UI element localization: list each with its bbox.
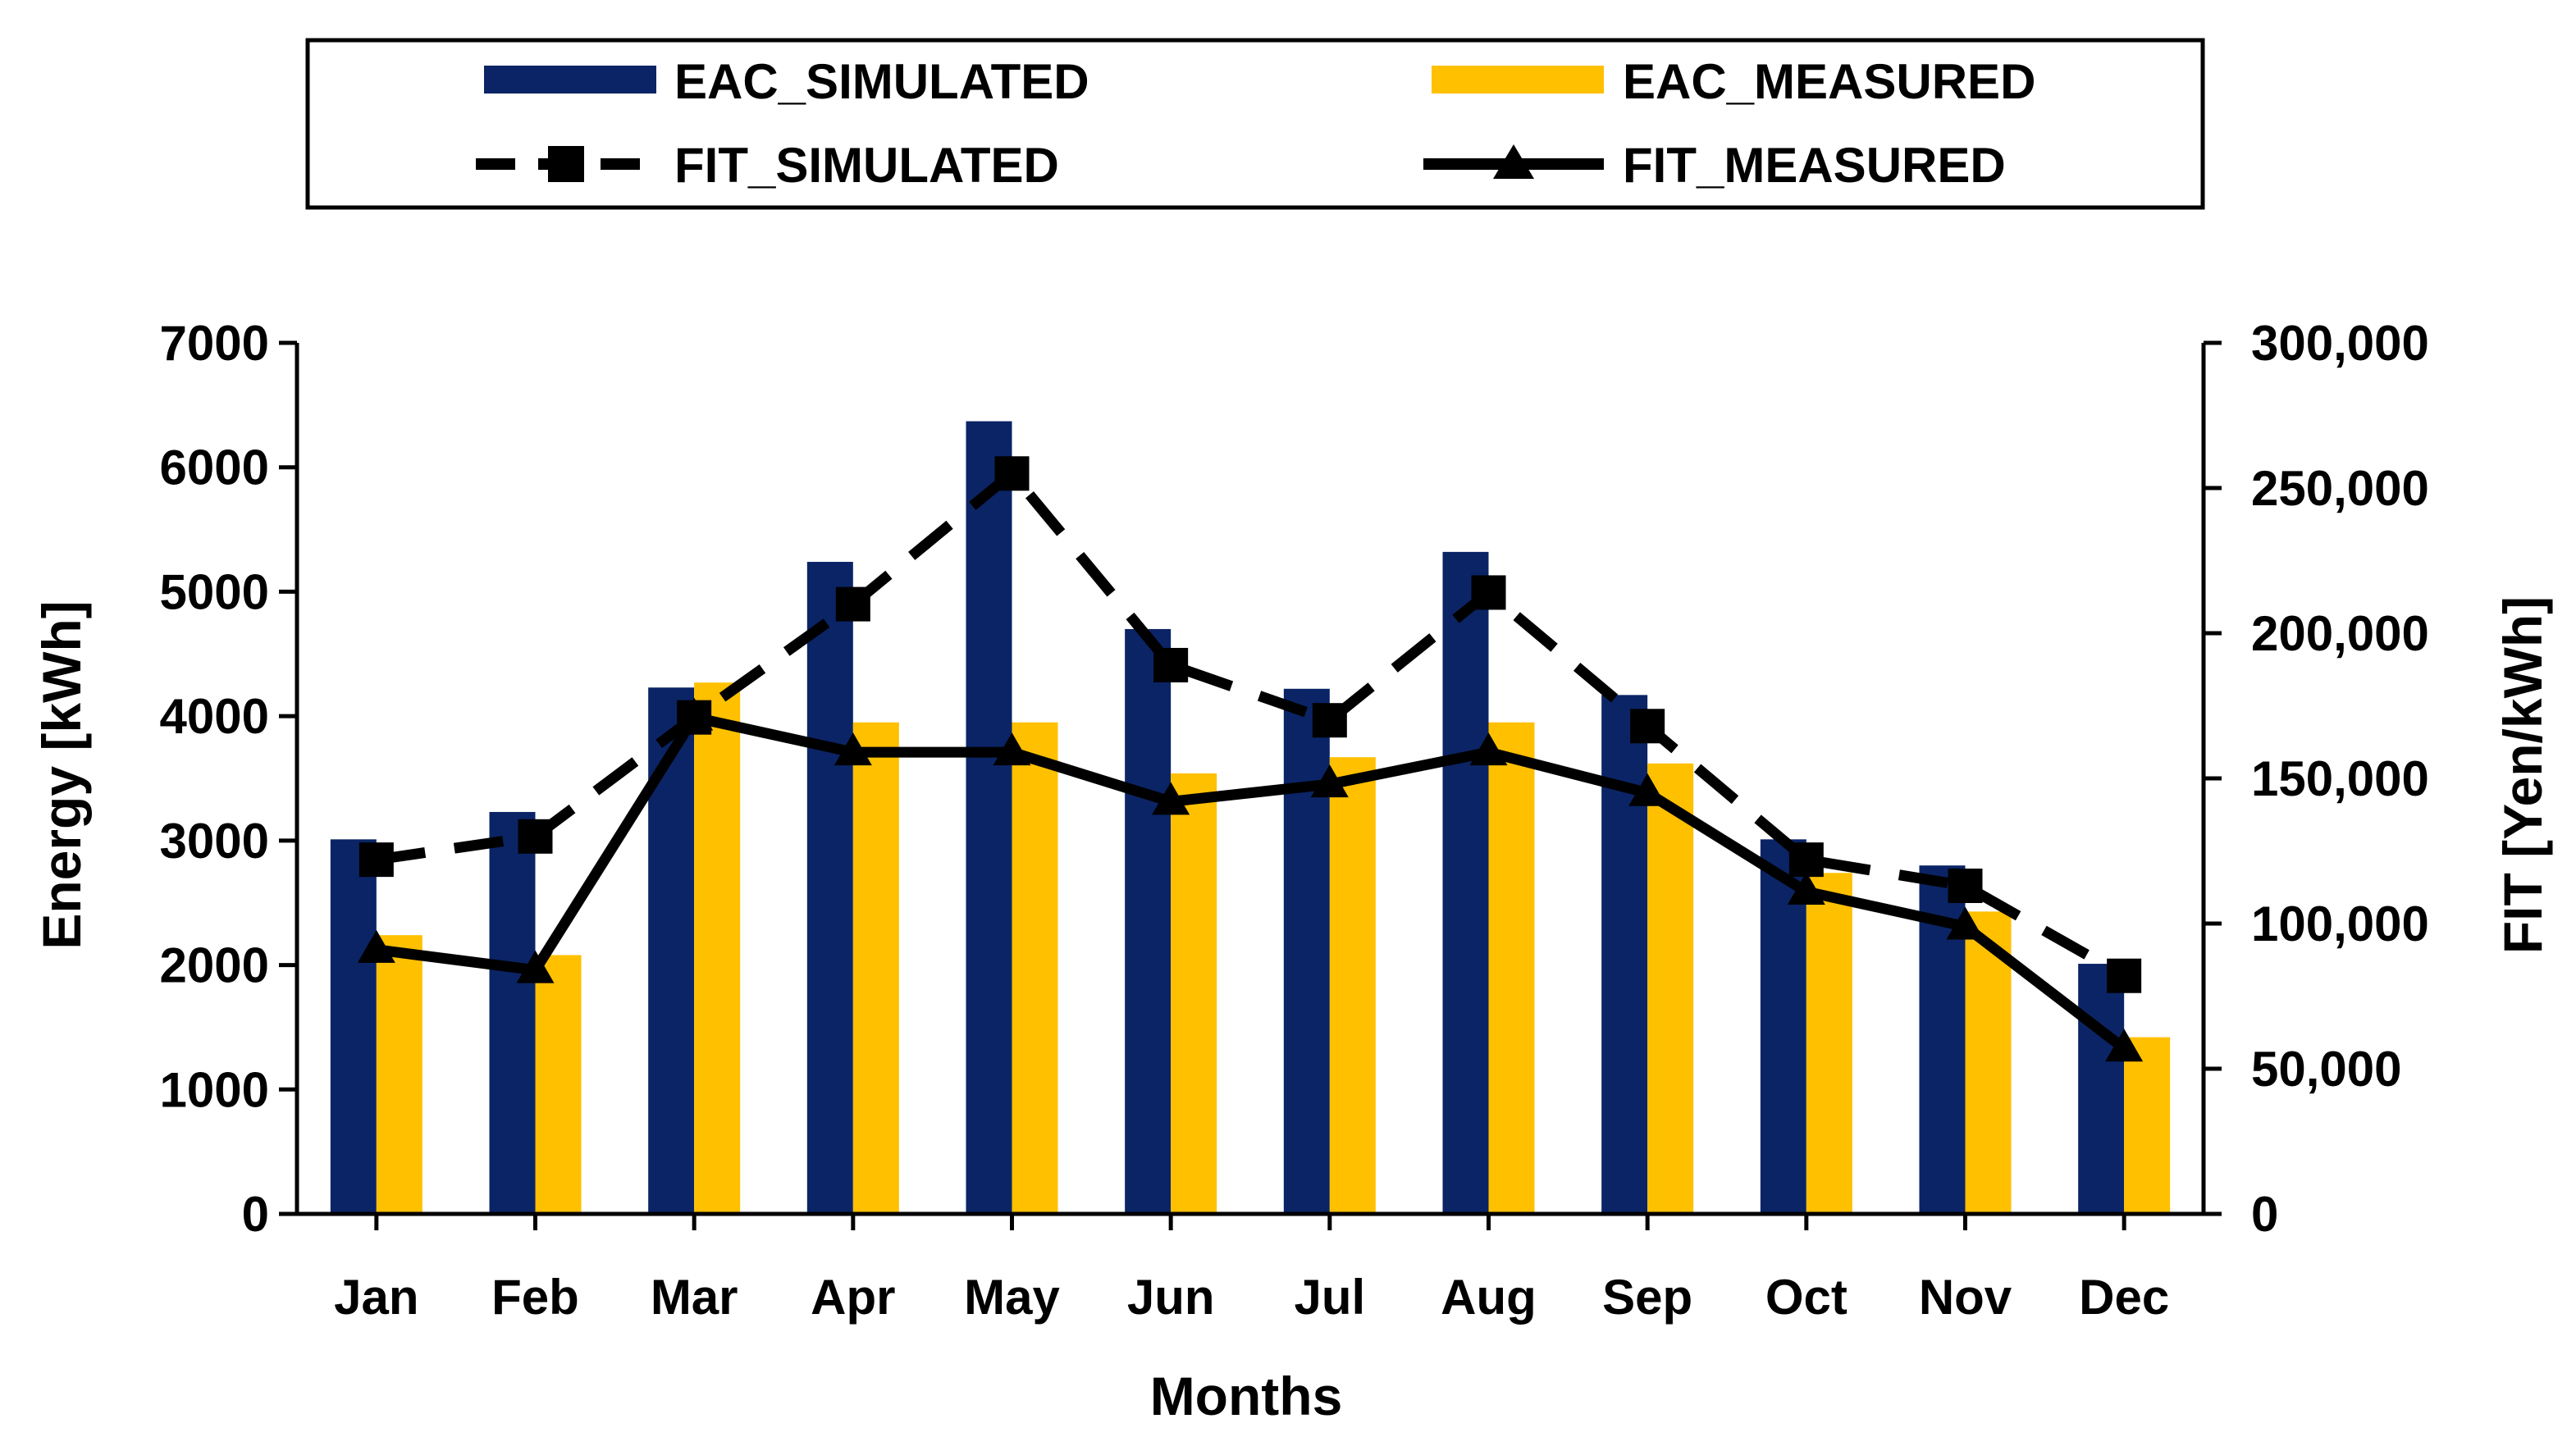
left-tick-label: 1000 (160, 1062, 269, 1117)
legend-label-eac-simulated: EAC_SIMULATED (674, 54, 1089, 109)
marker-fit-measured-aug (1469, 732, 1508, 766)
x-tick-label-apr: Apr (811, 1270, 895, 1325)
bar-eac-simulated-feb (489, 811, 536, 1214)
bar-eac-measured-may (1012, 722, 1058, 1214)
marker-fit-measured-jul (1310, 764, 1349, 798)
x-tick-label-mar: Mar (651, 1270, 738, 1325)
legend-label-fit-simulated: FIT_SIMULATED (674, 138, 1059, 193)
bar-eac-measured-sep (1647, 763, 1694, 1214)
left-tick-label: 3000 (160, 814, 269, 869)
legend-marker-fit-measured (1493, 144, 1534, 179)
marker-fit-measured-apr (834, 732, 872, 766)
bar-eac-simulated-dec (2078, 964, 2125, 1214)
marker-fit-simulated-jul (1312, 703, 1347, 738)
marker-fit-simulated-oct (1788, 842, 1824, 878)
marker-fit-simulated-may (994, 456, 1030, 491)
legend-marker-fit-simulated (548, 146, 584, 182)
x-tick-label-feb: Feb (491, 1270, 579, 1325)
bar-eac-simulated-mar (648, 687, 695, 1214)
x-tick-label-dec: Dec (2079, 1270, 2169, 1325)
line-fit-measured (376, 712, 2128, 1053)
right-tick-label: 100,000 (2251, 896, 2429, 951)
marker-fit-measured-oct (1787, 872, 1825, 906)
left-tick-label: 2000 (160, 938, 269, 993)
marker-fit-simulated-feb (518, 819, 553, 854)
bar-eac-simulated-jun (1125, 628, 1172, 1214)
bar-eac-simulated-aug (1442, 551, 1489, 1214)
bar-eac-measured-dec (2124, 1037, 2171, 1214)
bar-eac-measured-jul (1329, 757, 1376, 1214)
bar-eac-simulated-sep (1601, 695, 1648, 1214)
left-tick-label: 5000 (160, 564, 269, 619)
bar-eac-measured-feb (535, 955, 582, 1214)
left-tick-label: 6000 (160, 440, 269, 495)
x-axis-ticks: Jan Feb Mar Apr May Jun Jul Aug Sep Oct Nov Dec (334, 1214, 2169, 1325)
x-tick-label-sep: Sep (1602, 1270, 1692, 1325)
marker-fit-simulated-aug (1471, 575, 1506, 610)
x-tick-label-jul: Jul (1294, 1270, 1365, 1325)
x-tick-label-may: May (964, 1270, 1060, 1325)
marker-fit-simulated-jan (359, 842, 394, 878)
marker-fit-measured-feb (516, 950, 555, 983)
y-axis-title-right: FIT [Yen/kWh] (2492, 596, 2553, 954)
right-tick-label: 50,000 (2251, 1042, 2402, 1097)
fit-lines (357, 456, 2144, 1062)
left-tick-label: 0 (242, 1187, 269, 1242)
x-tick-label-jan: Jan (334, 1270, 418, 1325)
left-tick-label: 4000 (160, 689, 269, 744)
bar-eac-measured-jan (376, 935, 422, 1214)
bar-eac-measured-jun (1171, 773, 1217, 1214)
x-tick-label-oct: Oct (1765, 1270, 1848, 1325)
bar-eac-simulated-jan (330, 839, 377, 1214)
marker-fit-simulated-dec (2107, 958, 2142, 993)
marker-fit-simulated-sep (1630, 709, 1665, 744)
marker-fit-measured-jan (357, 929, 395, 963)
marker-fit-simulated-nov (1948, 868, 1983, 903)
marker-fit-simulated-apr (835, 586, 870, 622)
legend-swatch-eac-measured (1432, 66, 1604, 94)
left-tick-label: 7000 (160, 316, 269, 371)
marker-fit-measured-sep (1628, 773, 1667, 806)
x-tick-label-aug: Aug (1441, 1270, 1537, 1325)
bar-eac-measured-mar (694, 682, 741, 1214)
bar-eac-simulated-jul (1283, 688, 1330, 1214)
marker-fit-measured-mar (675, 697, 714, 731)
x-tick-label-nov: Nov (1919, 1270, 2012, 1325)
bars-eac-measured (376, 682, 2171, 1214)
bar-eac-simulated-may (966, 421, 1012, 1214)
marker-fit-measured-may (993, 732, 1031, 766)
bar-eac-measured-aug (1488, 722, 1535, 1214)
bars-eac-simulated (330, 421, 2125, 1214)
right-axis-ticks: 0 50,000 100,000 150,000 200,000 250,000 300,0… (2204, 316, 2429, 1242)
marker-fit-measured-dec (2105, 1029, 2144, 1062)
bar-eac-simulated-apr (806, 562, 853, 1214)
right-tick-label: 0 (2251, 1187, 2278, 1242)
x-tick-label-jun: Jun (1127, 1270, 1215, 1325)
marker-fit-measured-jun (1152, 782, 1190, 815)
right-tick-label: 300,000 (2251, 316, 2429, 371)
legend: EAC_SIMULATED EAC_MEASURED FIT_SIMULATED… (305, 38, 2205, 210)
legend-label-fit-measured: FIT_MEASURED (1623, 138, 2006, 193)
marker-fit-measured-nov (1946, 906, 1985, 940)
bar-eac-measured-oct (1806, 873, 1852, 1214)
y-axis-title-left: Energy [kWh] (31, 600, 92, 949)
right-tick-label: 150,000 (2251, 751, 2429, 806)
right-tick-label: 200,000 (2251, 606, 2429, 661)
marker-fit-simulated-jun (1153, 647, 1189, 682)
legend-swatch-eac-simulated (484, 66, 656, 94)
line-fit-simulated (375, 468, 2127, 981)
x-axis-title: Months (1150, 1366, 1343, 1426)
bar-eac-measured-apr (852, 722, 899, 1214)
right-tick-label: 250,000 (2251, 461, 2429, 516)
legend-label-eac-measured: EAC_MEASURED (1623, 54, 2035, 109)
left-axis-ticks: 0 1000 2000 3000 4000 5000 6000 7000 (160, 316, 297, 1242)
